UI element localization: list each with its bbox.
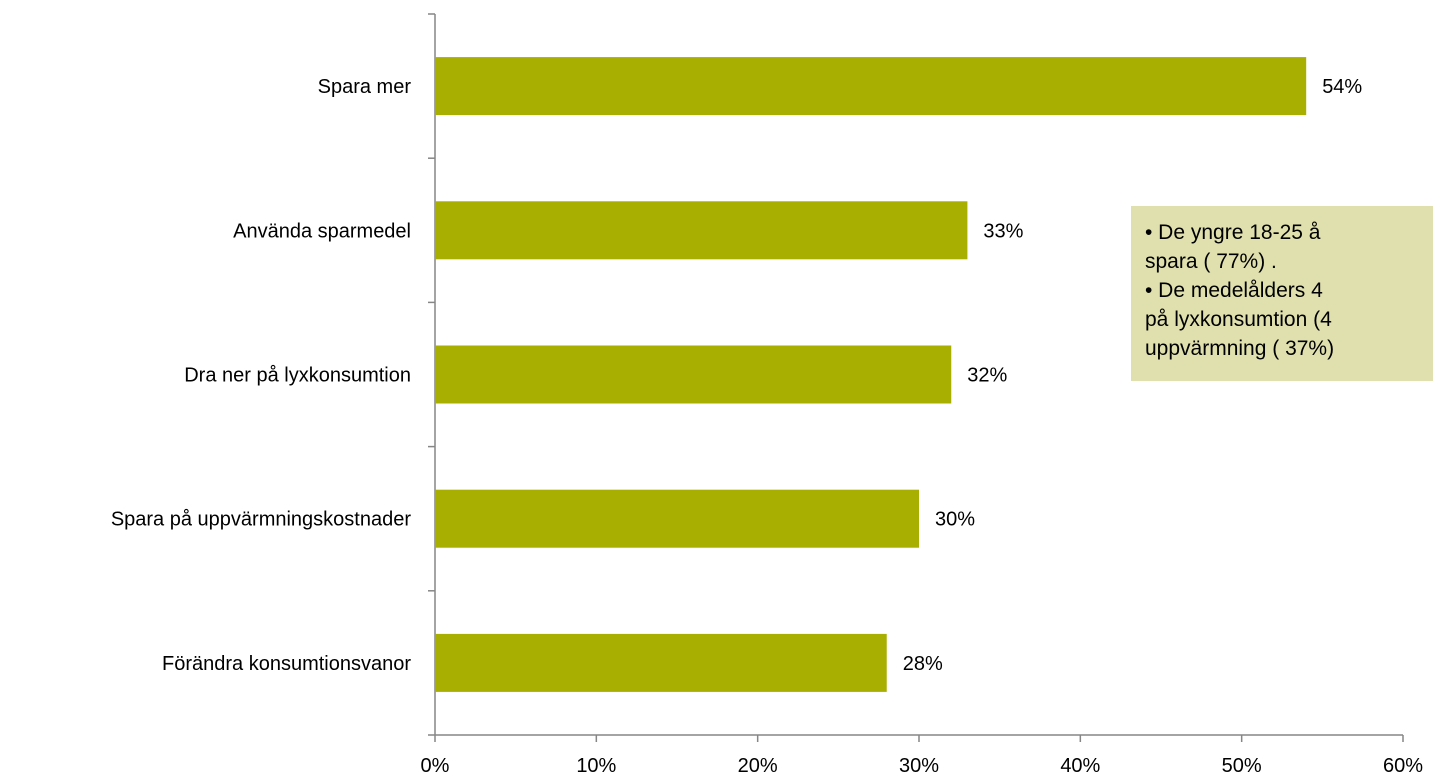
x-tick-label: 10% [576,755,616,777]
bars-group [435,57,1307,692]
callout-line-5: uppvärmning ( 37%) [1145,337,1335,360]
x-tick-label: 60% [1383,755,1423,777]
data-label: 32% [967,365,1007,387]
callout-line-4: på lyxkonsumtion (4 [1145,308,1332,331]
category-label: Förändra konsumtionsvanor [162,653,411,675]
data-label: 54% [1322,76,1362,98]
x-tick-label: 30% [899,755,939,777]
bar [435,201,968,260]
bar [435,57,1307,116]
callout-line-3: • De medelålders 4 [1145,279,1323,302]
category-label: Dra ner på lyxkonsumtion [184,365,411,387]
x-tick-labels: 0% 10% 20% 30% 40% 50% 60% [421,755,1424,777]
bar [435,345,952,404]
bar [435,633,887,692]
x-tick-label: 50% [1222,755,1262,777]
x-tick-label: 40% [1060,755,1100,777]
category-labels: Spara mer Använda sparmedel Dra ner på lyx… [111,76,412,675]
x-tick-label: 0% [421,755,450,777]
x-axis-ticks [434,735,1404,742]
callout-box: • De yngre 18-25 å spara ( 77%) . • De m… [1131,206,1433,381]
data-label: 33% [983,220,1023,242]
data-label: 30% [935,509,975,531]
category-label: Använda sparmedel [233,220,411,242]
value-labels: 54% 33% 32% 30% 28% [903,76,1363,675]
bar [435,489,919,548]
category-label: Spara på uppvärmningskostnader [111,509,412,531]
category-label: Spara mer [318,76,412,98]
callout-line-2: spara ( 77%) . [1145,250,1277,273]
callout-line-1: • De yngre 18-25 å [1145,221,1321,244]
data-label: 28% [903,653,943,675]
y-axis-ticks [428,13,435,736]
x-tick-label: 20% [738,755,778,777]
